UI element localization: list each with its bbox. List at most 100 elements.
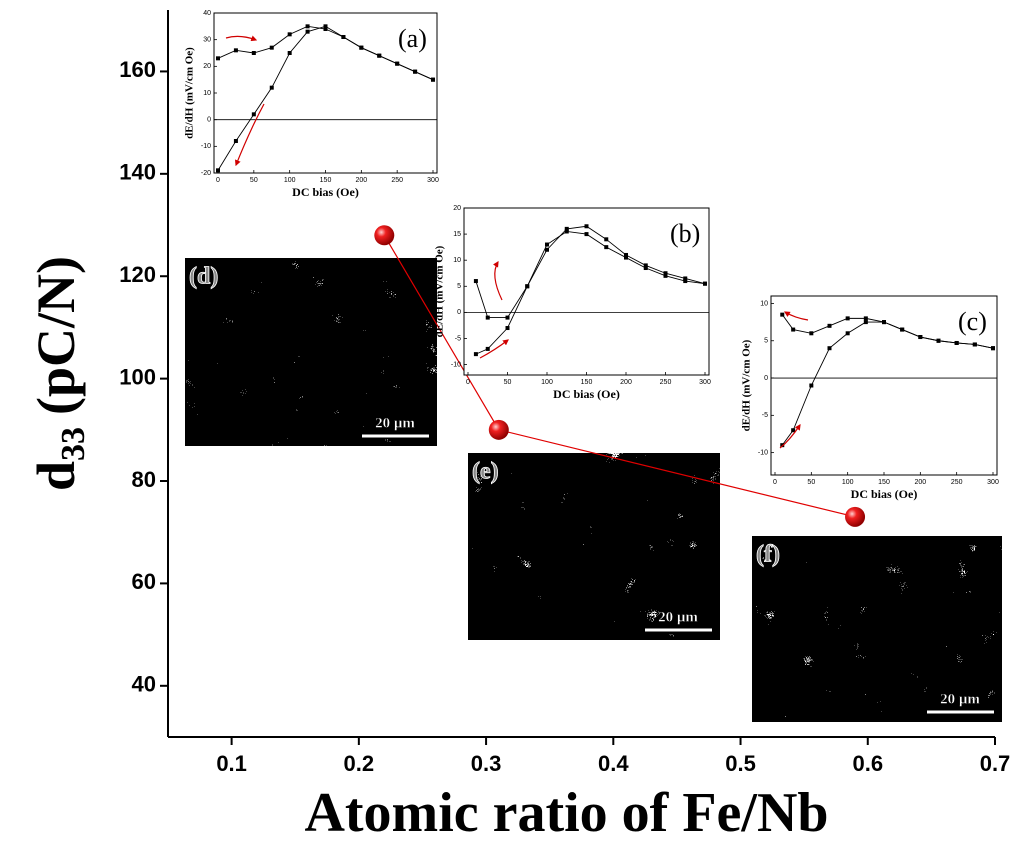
x-tick-label: 0 [216, 177, 220, 184]
series-marker [954, 340, 959, 345]
x-tick-label: 0 [466, 379, 470, 386]
series-marker [882, 320, 886, 325]
series-marker [341, 35, 346, 39]
y-tick-label: 5 [457, 283, 461, 290]
y-tick-label: -20 [201, 170, 211, 177]
series-marker [233, 48, 238, 53]
y-tick-label: 15 [453, 231, 461, 238]
y-tick-label: 40 [203, 10, 211, 17]
series-marker [643, 266, 648, 271]
x-tick-label: 0.1 [216, 751, 247, 776]
inset-x-label: DC bias (Oe) [292, 185, 359, 199]
series-marker [305, 29, 310, 34]
series-marker [809, 383, 814, 388]
series-marker [780, 443, 785, 448]
series-marker [251, 112, 256, 117]
series-marker [413, 69, 418, 74]
y-tick-label: 80 [132, 467, 156, 492]
series-marker [863, 316, 868, 321]
scale-bar-label: 20 μm [658, 609, 698, 625]
y-tick-label: 20 [453, 205, 461, 212]
series-marker [624, 252, 628, 257]
x-tick-label: 150 [320, 177, 332, 184]
data-point [845, 506, 866, 527]
x-tick-label: 50 [807, 479, 815, 486]
series-marker [791, 428, 796, 433]
y-tick-label: 120 [119, 262, 156, 287]
x-tick-label: 200 [914, 479, 926, 486]
x-tick-label: 300 [699, 379, 711, 386]
series-marker [683, 279, 688, 284]
series-marker [936, 338, 941, 343]
micrograph [185, 258, 437, 446]
direction-arrow [479, 339, 509, 359]
y-tick-label: 0 [764, 375, 768, 382]
direction-arrow [783, 311, 809, 321]
series-marker [584, 224, 589, 229]
panel-label: (c) [958, 307, 987, 336]
inset-x-label: DC bias (Oe) [553, 387, 620, 401]
y-tick-label: 40 [132, 672, 156, 697]
x-tick-label: 0 [773, 479, 777, 486]
series-marker [663, 273, 668, 278]
series-marker [323, 24, 328, 29]
scale-bar-label: 20 μm [940, 691, 980, 707]
series-marker [827, 323, 832, 328]
main-chart: 0.1 0.2 0.3 0.4 0.5 0.6 0.7406080100120140160A… [26, 10, 1010, 844]
direction-arrow [225, 35, 258, 42]
series-marker [305, 24, 310, 29]
series-marker [485, 315, 490, 320]
series-marker [809, 331, 814, 336]
series-marker [545, 242, 549, 247]
y-tick-label: 20 [203, 63, 211, 70]
x-tick-label: 300 [987, 479, 999, 486]
series-marker [287, 51, 292, 55]
series-marker [473, 279, 478, 284]
y-label-main: d [26, 461, 86, 491]
y-tick-label: 10 [453, 257, 461, 264]
series-marker [991, 346, 995, 351]
direction-arrow [234, 103, 265, 167]
y-axis-label: d33 (pC/N) [26, 256, 91, 491]
inset-x-label: DC bias (Oe) [851, 487, 918, 501]
x-tick-label: 100 [284, 177, 296, 184]
direction-arrow [779, 424, 801, 449]
y-tick-label: 100 [119, 364, 156, 389]
series-marker [525, 284, 530, 289]
x-tick-label: 250 [391, 177, 403, 184]
series-marker [827, 346, 832, 351]
inset-frame [770, 295, 998, 476]
y-tick-label: 160 [119, 57, 156, 82]
y-tick-label: -10 [758, 449, 768, 456]
y-tick-label: 10 [760, 300, 768, 307]
series-marker [377, 53, 382, 58]
series-marker [359, 45, 364, 50]
series-marker [251, 51, 256, 55]
series-marker [624, 255, 628, 260]
series-marker [791, 327, 796, 332]
x-tick-label: 50 [504, 379, 512, 386]
y-tick-label: -5 [762, 412, 768, 419]
x-tick-label: 200 [355, 177, 367, 184]
y-tick-label: -10 [451, 361, 461, 368]
series-marker [972, 342, 977, 347]
series-marker [323, 27, 328, 31]
x-tick-label: 250 [660, 379, 672, 386]
series-marker [473, 352, 478, 357]
y-tick-label: -10 [201, 143, 211, 150]
x-tick-label: 50 [250, 177, 258, 184]
series-marker [395, 61, 400, 66]
series-marker [505, 326, 510, 331]
y-tick-label: 0 [207, 117, 211, 124]
image-label: (f) [756, 542, 780, 568]
x-tick-label: 100 [842, 479, 854, 486]
x-tick-label: 150 [581, 379, 593, 386]
series-marker [643, 263, 648, 268]
panel-label: (b) [670, 219, 700, 248]
y-tick-label: 10 [203, 90, 211, 97]
y-tick-label: 0 [457, 309, 461, 316]
series-marker [505, 315, 510, 320]
series-marker [780, 312, 785, 317]
y-tick-label: 5 [764, 338, 768, 345]
